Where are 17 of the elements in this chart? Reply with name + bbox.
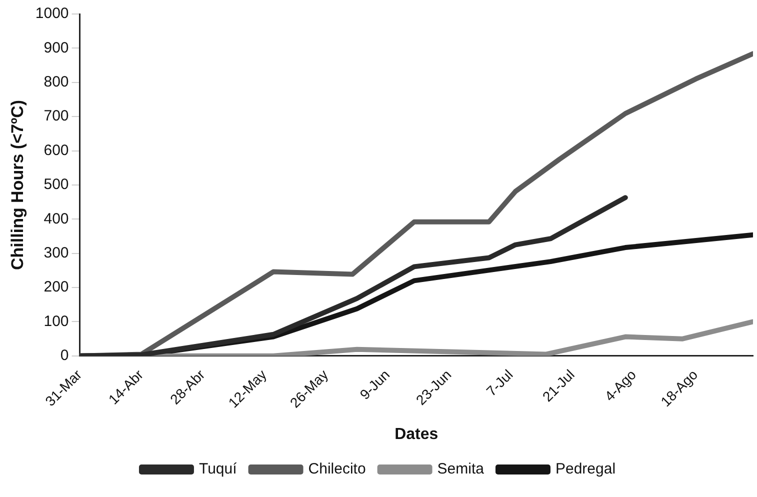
y-tick-label: 900 xyxy=(44,39,69,56)
y-tick-label: 100 xyxy=(44,312,69,330)
y-tick-label: 400 xyxy=(44,210,69,228)
y-tick-label: 700 xyxy=(44,108,69,125)
y-tick-label: 300 xyxy=(44,244,69,262)
legend-label: Tuquí xyxy=(198,460,238,478)
legend-label: Chilecito xyxy=(308,460,366,478)
legend-label: Pedregal xyxy=(555,460,616,478)
y-tick-label: 1000 xyxy=(35,5,69,22)
y-axis-title: Chilling Hours (<7ºC) xyxy=(8,100,27,270)
y-tick-label: 600 xyxy=(44,142,69,159)
legend-label: Semita xyxy=(437,460,485,478)
x-axis-title: Dates xyxy=(394,426,438,443)
y-tick-label: 500 xyxy=(44,176,69,194)
y-tick-label: 800 xyxy=(44,74,69,91)
y-tick-label: 200 xyxy=(44,278,69,296)
y-tick-label: 0 xyxy=(60,347,69,364)
